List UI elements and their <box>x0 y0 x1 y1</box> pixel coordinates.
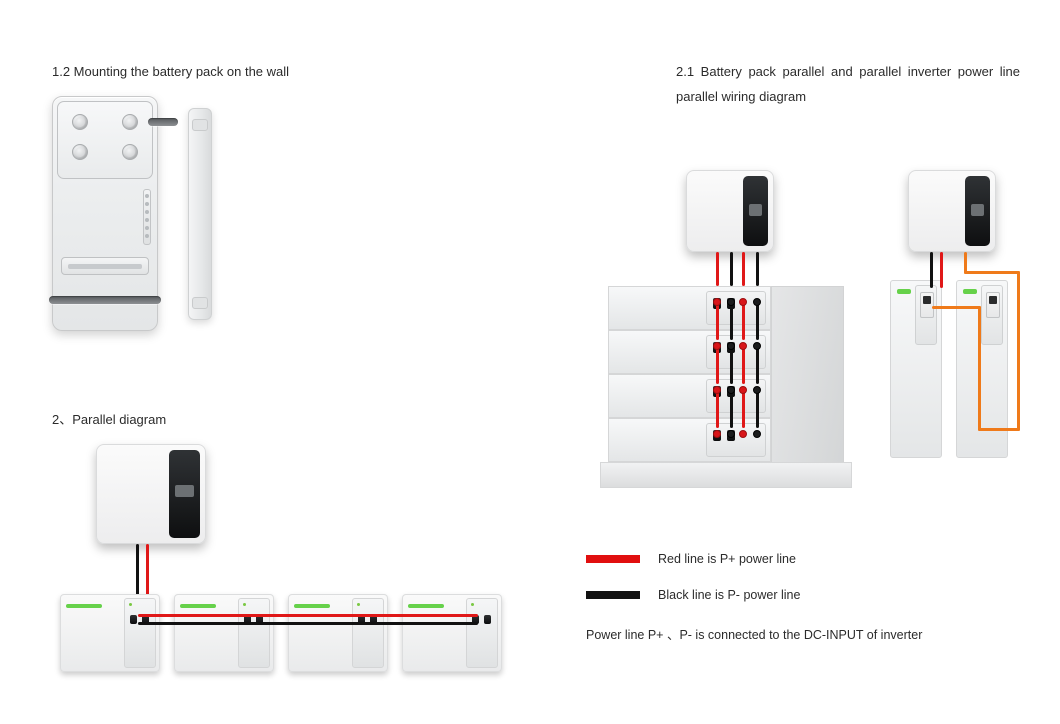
heading-2-1: 2.1 Battery pack parallel and parallel i… <box>676 60 1020 109</box>
heading-2: 2、Parallel diagram <box>52 408 472 433</box>
fig-parallel <box>44 436 514 691</box>
legend-red-label: Red line is P+ power line <box>658 552 796 566</box>
legend-swatch-red <box>586 555 640 563</box>
heading-1-2: 1.2 Mounting the battery pack on the wal… <box>52 60 472 85</box>
legend-swatch-black <box>586 591 640 599</box>
fig-mounting <box>52 96 252 351</box>
legend: Red line is P+ power line Black line is … <box>586 552 1016 643</box>
legend-note: Power line P+ 、P- is connected to the DC… <box>586 624 1016 643</box>
fig-wiring <box>590 170 1030 510</box>
legend-black-label: Black line is P- power line <box>658 588 800 602</box>
